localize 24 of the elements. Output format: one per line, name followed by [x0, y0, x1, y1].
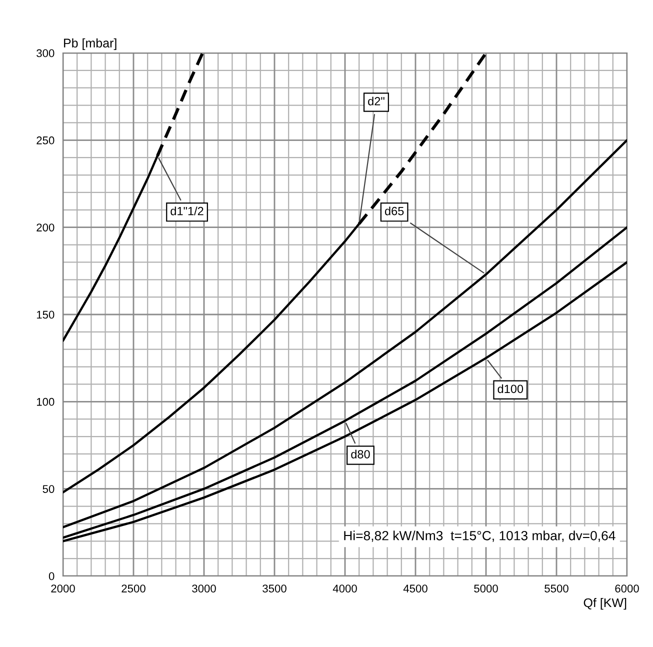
y-axis-title: Pb [mbar] [64, 38, 116, 50]
y-tick-label: 250 [36, 136, 54, 144]
x-tick-label: 5000 [474, 584, 498, 592]
text: d2" [368, 96, 384, 106]
text: d100 [498, 384, 524, 394]
x-tick-label: 4000 [332, 584, 357, 592]
x-tick-label: 2500 [122, 584, 146, 592]
y-tick-label: 50 [42, 485, 54, 493]
text: d80 [351, 450, 370, 458]
y-tick-label: 300 [36, 49, 54, 58]
x-tick-label: 3000 [192, 584, 216, 592]
y-tick-label: 200 [36, 224, 54, 232]
x-axis-title: Qf [KW] [584, 598, 626, 610]
text: d1"1/2 [170, 206, 204, 216]
x-tick-label: 3500 [262, 584, 286, 592]
annotation: Hi=8,82 kW/Nm3 t=15°C, 1013 mbar, dv=0,64 [344, 530, 616, 542]
text: d65 [384, 206, 404, 216]
x-tick-label: 4500 [403, 584, 428, 592]
x-tick-label: 2000 [51, 584, 75, 592]
x-tick-label: 6000 [615, 584, 639, 592]
y-tick-label: 0 [48, 572, 54, 580]
y-tick-label: 150 [36, 310, 54, 319]
y-tick-label: 100 [36, 398, 54, 406]
x-tick-label: 5500 [544, 584, 568, 592]
